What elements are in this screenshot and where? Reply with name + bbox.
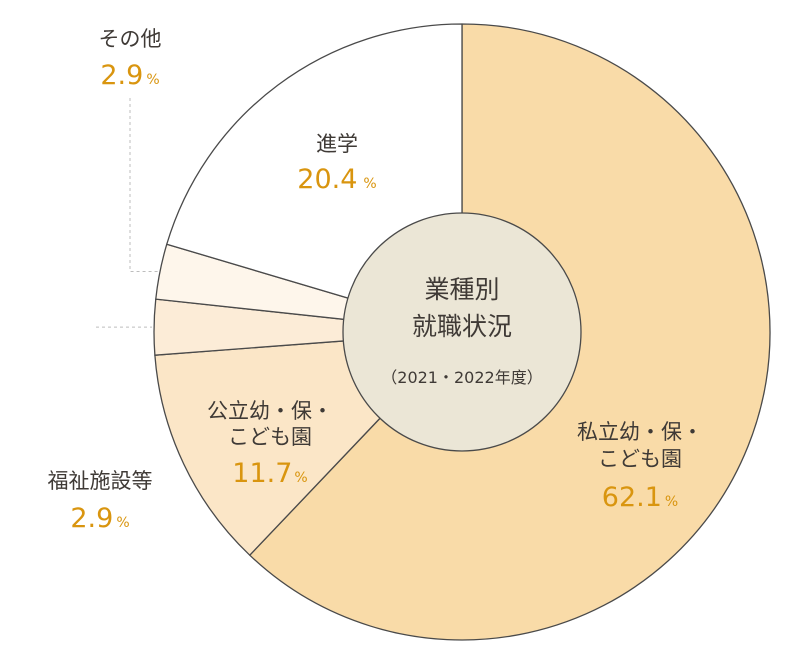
center-title-line1: 業種別 <box>424 275 499 304</box>
slice-label-private-line1: 私立幼・保・ <box>577 420 703 444</box>
slice-value-public-unit: % <box>294 470 307 486</box>
slice-value-further-study-number: 20.4 <box>297 164 357 195</box>
leader-line-other <box>129 98 159 272</box>
center-title-line2: 就職状況 <box>412 312 512 341</box>
slice-value-private-unit: % <box>665 494 678 510</box>
slice-value-welfare: 2.9% <box>70 503 129 534</box>
slice-label-further-study: 進学 <box>316 132 358 156</box>
slice-value-further-study: 20.4% <box>297 164 376 195</box>
slice-label-public-line1: 公立幼・保・ <box>207 399 333 423</box>
slice-value-private: 62.1% <box>602 482 678 513</box>
center-subtitle: （2021・2022年度） <box>381 368 542 387</box>
slice-value-welfare-number: 2.9 <box>70 503 113 534</box>
slice-value-other-unit: % <box>146 72 159 88</box>
slice-value-welfare-unit: % <box>116 515 129 531</box>
slice-value-other-number: 2.9 <box>100 60 143 91</box>
slice-label-welfare: 福祉施設等 <box>48 469 153 493</box>
slice-label-private-line2: こども園 <box>598 447 682 471</box>
slice-value-public: 11.7% <box>232 458 307 489</box>
slice-value-private-number: 62.1 <box>602 482 662 513</box>
leader-lines <box>96 98 159 328</box>
slice-label-public-line2: こども園 <box>228 425 312 449</box>
slice-value-further-study-unit: % <box>363 176 376 192</box>
slice-value-other: 2.9% <box>100 60 159 91</box>
slice-value-public-number: 11.7 <box>232 458 292 489</box>
slice-label-other: その他 <box>99 27 162 51</box>
center-circle <box>342 212 582 452</box>
